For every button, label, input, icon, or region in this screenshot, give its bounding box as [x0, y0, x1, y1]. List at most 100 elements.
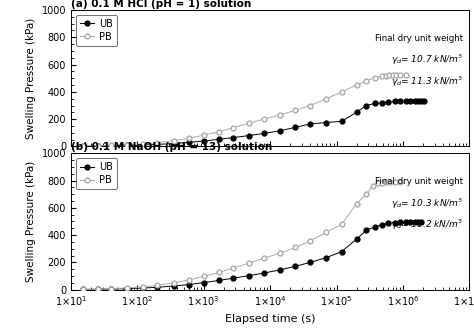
Line: PB: PB — [81, 180, 402, 292]
PB — [171, 281, 176, 285]
PB — [364, 192, 369, 196]
PB — [354, 83, 359, 87]
PB — [231, 266, 237, 270]
UB — [364, 228, 369, 232]
Text: (b) 0.1 M NaOH (pH = 13) solution: (b) 0.1 M NaOH (pH = 13) solution — [71, 143, 273, 153]
UB — [415, 220, 421, 224]
UB — [80, 144, 86, 148]
UB — [95, 144, 100, 148]
PB — [140, 285, 146, 289]
UB — [140, 143, 146, 147]
UB — [415, 99, 421, 103]
PB — [216, 270, 222, 274]
PB — [390, 74, 395, 78]
PB — [375, 181, 381, 185]
UB — [231, 136, 237, 140]
PB — [292, 245, 298, 249]
UB — [307, 122, 313, 126]
PB — [397, 180, 403, 184]
PB — [124, 286, 130, 290]
PB — [403, 74, 409, 78]
PB — [80, 287, 86, 291]
UB — [216, 278, 222, 282]
PB — [323, 97, 329, 101]
UB — [354, 110, 359, 114]
PB — [186, 278, 192, 282]
UB — [186, 282, 192, 286]
PB — [307, 239, 313, 243]
UB — [201, 139, 207, 143]
UB — [246, 134, 252, 138]
Legend: UB, PB: UB, PB — [76, 158, 117, 189]
PB — [379, 74, 384, 78]
PB — [108, 287, 114, 291]
Text: (a) 0.1 M HCl (pH = 1) solution: (a) 0.1 M HCl (pH = 1) solution — [71, 0, 251, 9]
PB — [323, 230, 329, 234]
UB — [323, 256, 329, 260]
UB — [403, 220, 409, 224]
Text: $\gamma_{d}$= 11.3 kN/m$^{3}$: $\gamma_{d}$= 11.3 kN/m$^{3}$ — [391, 75, 463, 89]
UB — [392, 100, 398, 104]
Line: PB: PB — [81, 73, 408, 149]
PB — [388, 180, 393, 184]
UB — [412, 99, 418, 103]
UB — [385, 221, 391, 225]
UB — [140, 286, 146, 290]
PB — [95, 287, 100, 291]
UB — [171, 284, 176, 288]
PB — [155, 141, 160, 145]
UB — [372, 225, 378, 229]
UB — [108, 144, 114, 148]
Y-axis label: Swelling Pressure (kPa): Swelling Pressure (kPa) — [26, 161, 36, 282]
PB — [393, 74, 399, 78]
UB — [171, 142, 176, 146]
UB — [397, 220, 403, 224]
PB — [155, 283, 160, 287]
PB — [171, 139, 176, 143]
Text: $\gamma_{d}$= 10.3 kN/m$^{3}$: $\gamma_{d}$= 10.3 kN/m$^{3}$ — [391, 196, 463, 210]
PB — [261, 256, 266, 260]
UB — [412, 220, 418, 224]
UB — [186, 140, 192, 144]
PB — [339, 90, 345, 94]
PB — [201, 274, 207, 278]
UB — [379, 101, 384, 105]
UB — [261, 271, 266, 275]
PB — [95, 144, 100, 148]
UB — [155, 285, 160, 289]
UB — [372, 102, 378, 106]
Text: $\gamma_{d}$= 11.2 kN/m$^{3}$: $\gamma_{d}$= 11.2 kN/m$^{3}$ — [392, 218, 463, 232]
PB — [277, 251, 283, 255]
UB — [379, 223, 384, 227]
UB — [419, 99, 424, 103]
PB — [292, 108, 298, 112]
UB — [216, 137, 222, 141]
PB — [124, 143, 130, 147]
PB — [397, 74, 403, 78]
PB — [392, 180, 398, 184]
X-axis label: Elapsed time (s): Elapsed time (s) — [225, 314, 315, 324]
PB — [380, 180, 385, 184]
UB — [354, 237, 359, 241]
Line: UB: UB — [81, 98, 427, 149]
UB — [246, 274, 252, 278]
PB — [246, 121, 252, 125]
PB — [201, 133, 207, 137]
UB — [385, 100, 391, 104]
Legend: UB, PB: UB, PB — [76, 15, 117, 46]
UB — [108, 287, 114, 291]
PB — [231, 126, 237, 130]
UB — [307, 260, 313, 264]
PB — [370, 184, 375, 188]
UB — [124, 144, 130, 148]
PB — [108, 144, 114, 148]
UB — [403, 99, 409, 103]
PB — [216, 130, 222, 134]
PB — [307, 104, 313, 108]
PB — [383, 180, 389, 184]
UB — [80, 287, 86, 291]
PB — [386, 74, 392, 78]
UB — [201, 281, 207, 285]
UB — [392, 220, 398, 224]
PB — [140, 142, 146, 146]
